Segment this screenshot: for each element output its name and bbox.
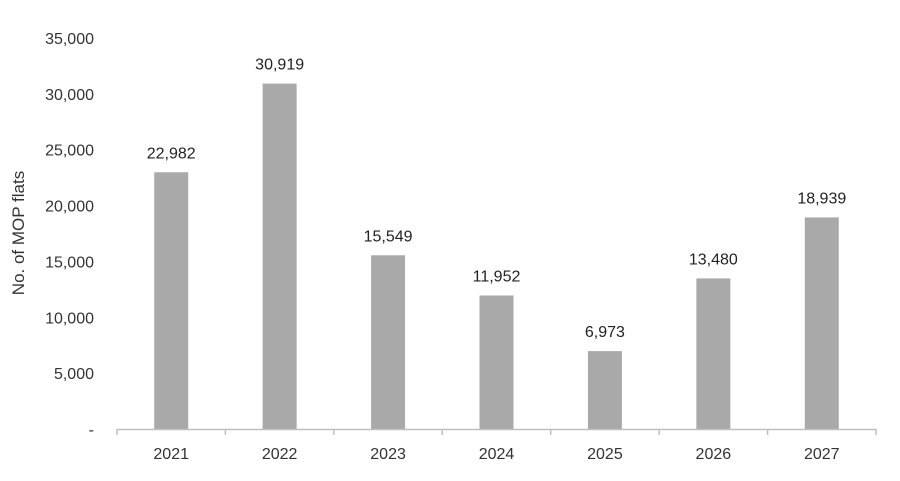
bar-2022 <box>262 83 297 429</box>
x-tick-label: 2022 <box>262 446 298 463</box>
bar-2021 <box>154 172 189 429</box>
y-tick-label: - <box>89 422 94 439</box>
y-tick-label: 10,000 <box>45 310 94 327</box>
x-axis <box>116 428 877 435</box>
y-tick-label: 15,000 <box>45 254 94 271</box>
data-label-2025: 6,973 <box>585 324 625 341</box>
data-label-2026: 13,480 <box>689 251 738 268</box>
bar-2026 <box>696 278 731 429</box>
x-tick-label: 2026 <box>696 446 732 463</box>
x-tick-label: 2021 <box>153 446 189 463</box>
x-axis-ticks: 2021 2022 2023 2024 2025 2026 2027 <box>153 446 839 463</box>
y-axis-title: No. of MOP flats <box>9 171 28 295</box>
data-label-2023: 15,549 <box>364 228 413 245</box>
data-label-2024: 11,952 <box>473 268 521 285</box>
x-tick-label: 2023 <box>370 446 406 463</box>
x-tick-label: 2025 <box>587 446 623 463</box>
bar-2024 <box>479 295 514 429</box>
data-label-2021: 22,982 <box>147 145 196 162</box>
data-labels: 22,982 30,919 15,549 11,952 6,973 13,480 18,93… <box>147 57 847 342</box>
x-tick-label: 2024 <box>479 446 515 463</box>
data-label-2027: 18,939 <box>797 190 846 207</box>
x-tick-label: 2027 <box>804 446 840 463</box>
data-label-2022: 30,919 <box>255 57 304 74</box>
y-axis-ticks: - 5,000 10,000 15,000 20,000 25,000 30,000 35,0… <box>45 31 94 439</box>
bar-2027 <box>804 217 839 429</box>
y-tick-label: 20,000 <box>45 199 94 216</box>
y-tick-label: 35,000 <box>45 31 94 48</box>
bar-2023 <box>371 255 406 429</box>
y-tick-label: 30,000 <box>45 87 94 104</box>
y-tick-label: 25,000 <box>45 143 94 160</box>
y-tick-label: 5,000 <box>54 366 94 383</box>
bar-2025 <box>587 351 622 429</box>
bars <box>154 83 839 429</box>
